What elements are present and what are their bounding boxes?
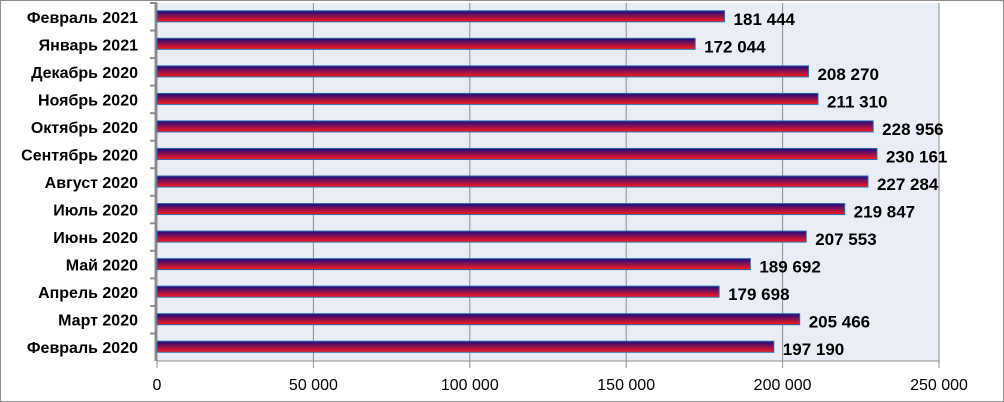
bar bbox=[156, 340, 775, 353]
data-label: 181 444 bbox=[734, 10, 796, 29]
data-label: 172 044 bbox=[704, 37, 766, 56]
bar bbox=[156, 313, 801, 326]
data-label: 205 466 bbox=[809, 313, 870, 332]
x-tick-label: 50 000 bbox=[289, 377, 338, 394]
category-label: Сентябрь 2020 bbox=[21, 147, 138, 164]
category-label: Август 2020 bbox=[45, 175, 138, 192]
data-label: 230 161 bbox=[886, 147, 947, 166]
x-tick-label: 0 bbox=[153, 377, 162, 394]
bar bbox=[156, 175, 869, 188]
x-tick-label: 250 000 bbox=[910, 377, 968, 394]
category-label: Октябрь 2020 bbox=[31, 120, 138, 137]
x-tick-label: 200 000 bbox=[754, 377, 812, 394]
category-label: Июль 2020 bbox=[53, 203, 138, 220]
data-label: 211 310 bbox=[827, 92, 888, 111]
bar bbox=[156, 147, 878, 160]
bar bbox=[156, 203, 846, 216]
bar bbox=[156, 65, 809, 78]
data-label: 197 190 bbox=[783, 340, 844, 359]
bar bbox=[156, 285, 720, 298]
data-label: 207 553 bbox=[815, 230, 876, 249]
bar bbox=[156, 92, 819, 105]
x-tick-label: 150 000 bbox=[597, 377, 655, 394]
x-tick-label: 100 000 bbox=[441, 377, 499, 394]
category-label: Апрель 2020 bbox=[38, 285, 138, 302]
category-label: Февраль 2020 bbox=[27, 340, 138, 357]
category-label: Январь 2021 bbox=[39, 37, 138, 54]
data-label: 179 698 bbox=[728, 285, 789, 304]
category-label: Июнь 2020 bbox=[53, 230, 138, 247]
bar bbox=[156, 120, 874, 133]
data-label: 227 284 bbox=[877, 175, 939, 194]
bar bbox=[156, 258, 751, 271]
category-label: Май 2020 bbox=[66, 258, 138, 275]
data-label: 189 692 bbox=[759, 258, 820, 277]
bar bbox=[156, 37, 696, 50]
data-label: 208 270 bbox=[817, 65, 878, 84]
category-label: Декабрь 2020 bbox=[31, 65, 138, 82]
bar bbox=[156, 10, 726, 23]
category-label: Март 2020 bbox=[58, 313, 138, 330]
data-label: 219 847 bbox=[854, 203, 915, 222]
bar bbox=[156, 230, 807, 243]
category-label: Ноябрь 2020 bbox=[38, 92, 138, 109]
data-label: 228 956 bbox=[882, 120, 943, 139]
category-label: Февраль 2021 bbox=[27, 10, 138, 27]
